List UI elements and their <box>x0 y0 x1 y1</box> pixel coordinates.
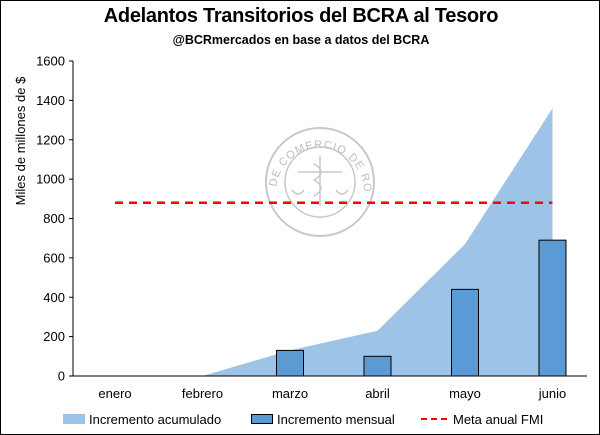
y-axis-label: Miles de millones de $ <box>13 76 28 205</box>
x-category-label: febrero <box>182 386 223 401</box>
y-tick-label: 400 <box>43 290 65 305</box>
chart-title: Adelantos Transitorios del BCRA al Tesor… <box>103 5 499 27</box>
seal-inner-ring <box>284 146 356 218</box>
seal-outer-ring <box>265 127 375 237</box>
area-incremento-acumulado <box>115 108 553 376</box>
legend-item-acumulado: Incremento acumulado <box>63 409 221 429</box>
y-tick-label: 1600 <box>36 54 65 69</box>
y-tick-label: 1400 <box>36 93 65 108</box>
legend-label-meta: Meta anual FMI <box>453 411 544 427</box>
y-tick-label: 200 <box>43 329 65 344</box>
legend: Incremento acumulado Incremento mensual … <box>63 409 583 429</box>
legend-swatch-acumulado <box>63 414 85 424</box>
legend-swatch-mensual <box>251 414 273 424</box>
y-tick-label: 1000 <box>36 172 65 187</box>
bar-mensual-mayo <box>451 288 479 377</box>
bar-mensual-abril <box>363 355 392 377</box>
y-tick-label: 0 <box>58 369 65 384</box>
x-category-label: abril <box>365 386 390 401</box>
x-category-label: marzo <box>272 386 308 401</box>
legend-label-mensual: Incremento mensual <box>277 411 395 427</box>
bar-mensual-marzo <box>276 349 304 377</box>
y-tick-label: 800 <box>43 211 65 226</box>
chart-subtitle: @BCRmercados en base a datos del BCRA <box>172 33 430 47</box>
x-category-label: enero <box>98 386 131 401</box>
legend-swatch-meta <box>421 418 447 420</box>
x-category-label: mayo <box>449 386 481 401</box>
seal-scales-emblem <box>291 156 349 206</box>
x-category-label: junio <box>538 386 566 401</box>
legend-label-acumulado: Incremento acumulado <box>89 411 222 427</box>
y-tick-label: 1200 <box>36 132 65 147</box>
bar-mensual-junio <box>538 239 567 377</box>
watermark-seal: BOLSA DE COMERCIO DE ROSARIO <box>1 1 375 237</box>
y-tick-label: 600 <box>43 250 65 265</box>
legend-item-meta: Meta anual FMI <box>421 409 543 429</box>
legend-item-mensual: Incremento mensual <box>251 409 395 429</box>
